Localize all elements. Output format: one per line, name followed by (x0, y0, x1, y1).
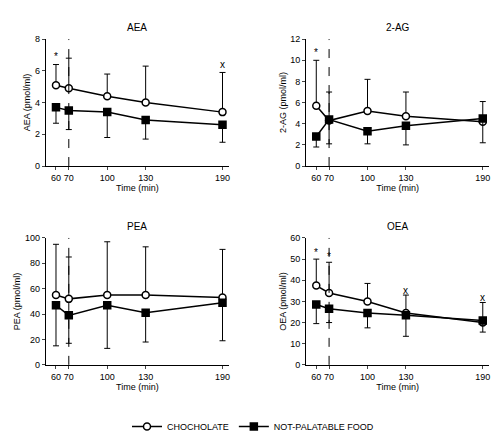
svg-text:0: 0 (295, 360, 300, 370)
svg-text:*: * (54, 51, 58, 62)
svg-text:130: 130 (398, 173, 413, 183)
svg-text:70: 70 (324, 372, 334, 382)
svg-text:12: 12 (290, 34, 300, 44)
svg-text:80: 80 (30, 258, 40, 268)
svg-text:70: 70 (64, 173, 74, 183)
svg-text:190: 190 (215, 173, 230, 183)
svg-text:60: 60 (51, 173, 61, 183)
svg-text:70: 70 (64, 372, 74, 382)
svg-text:60: 60 (311, 173, 321, 183)
svg-text:OEA: OEA (387, 221, 408, 232)
svg-text:4: 4 (295, 119, 300, 129)
svg-text:Time (min): Time (min) (116, 183, 159, 193)
svg-text:Time (min): Time (min) (376, 183, 419, 193)
svg-text:OEA (pmol/ml): OEA (pmol/ml) (278, 272, 288, 331)
svg-text:6: 6 (35, 66, 40, 76)
svg-text:0: 0 (295, 161, 300, 171)
svg-text:10: 10 (290, 339, 300, 349)
svg-text:40: 40 (290, 275, 300, 285)
svg-text:8: 8 (35, 34, 40, 44)
svg-text:2: 2 (35, 129, 40, 139)
svg-text:NOT-PALATABLE FOOD: NOT-PALATABLE FOOD (274, 422, 374, 432)
svg-text:8: 8 (295, 77, 300, 87)
svg-text:20: 20 (30, 335, 40, 345)
svg-text:x: x (220, 59, 225, 70)
svg-text:100: 100 (100, 173, 115, 183)
svg-text:0: 0 (35, 360, 40, 370)
svg-text:130: 130 (138, 372, 153, 382)
svg-text:50: 50 (290, 254, 300, 264)
svg-text:40: 40 (30, 309, 40, 319)
svg-text:60: 60 (290, 233, 300, 243)
svg-text:190: 190 (475, 372, 490, 382)
svg-text:130: 130 (138, 173, 153, 183)
svg-text:x: x (480, 292, 485, 303)
svg-text:10: 10 (290, 55, 300, 65)
svg-text:CHOCHOLATE: CHOCHOLATE (167, 422, 229, 432)
svg-text:190: 190 (475, 173, 490, 183)
svg-text:20: 20 (290, 318, 300, 328)
svg-text:Time (min): Time (min) (116, 382, 159, 392)
svg-text:0: 0 (35, 161, 40, 171)
svg-text:30: 30 (290, 297, 300, 307)
svg-text:60: 60 (51, 372, 61, 382)
svg-text:100: 100 (100, 372, 115, 382)
svg-text:*: * (314, 247, 318, 258)
svg-text:100: 100 (360, 372, 375, 382)
svg-text:70: 70 (324, 173, 334, 183)
svg-text:100: 100 (25, 233, 40, 243)
svg-text:60: 60 (30, 284, 40, 294)
svg-text:190: 190 (215, 372, 230, 382)
svg-text:AEA: AEA (127, 22, 147, 33)
svg-text:2-AG: 2-AG (386, 22, 410, 33)
svg-text:100: 100 (360, 173, 375, 183)
svg-text:2: 2 (295, 140, 300, 150)
svg-text:6: 6 (295, 98, 300, 108)
svg-text:60: 60 (311, 372, 321, 382)
svg-text:Time (min): Time (min) (376, 382, 419, 392)
svg-text:PEA (pmol/ml): PEA (pmol/ml) (12, 273, 22, 331)
svg-text:2-AG (pmol/ml): 2-AG (pmol/ml) (278, 72, 288, 133)
svg-text:PEA: PEA (127, 221, 147, 232)
svg-text:AEA (pmol/ml): AEA (pmol/ml) (22, 74, 32, 132)
svg-text:*: * (327, 251, 331, 262)
svg-text:4: 4 (35, 98, 40, 108)
svg-text:*: * (314, 47, 318, 58)
svg-text:130: 130 (398, 372, 413, 382)
svg-text:x: x (403, 285, 408, 296)
